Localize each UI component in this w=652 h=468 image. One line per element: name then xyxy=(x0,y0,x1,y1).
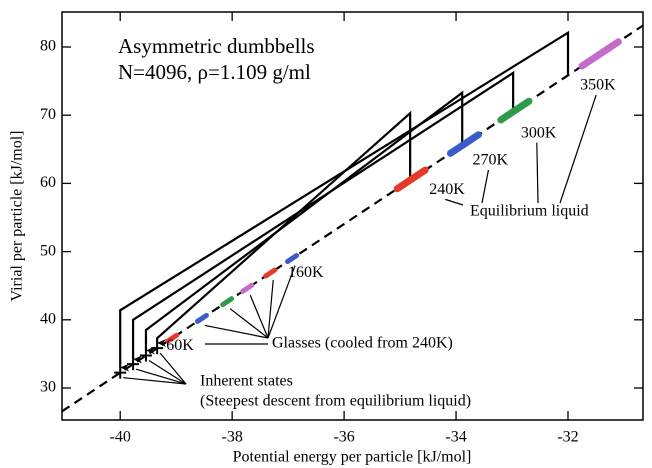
leader-line xyxy=(123,377,187,385)
annotation: Equilibrium liquid xyxy=(470,203,589,220)
quench-path xyxy=(156,110,412,347)
quench-path xyxy=(131,70,515,364)
leader-line xyxy=(249,295,269,339)
chart-subtitle: N=4096, ρ=1.109 g/ml xyxy=(118,60,311,84)
x-tick-label: -38 xyxy=(221,429,242,446)
glass-state xyxy=(285,253,300,264)
temperature-label: 160K xyxy=(288,264,324,281)
leader-line xyxy=(135,368,187,385)
temperature-label: 60K xyxy=(166,337,194,354)
x-tick-label: -34 xyxy=(445,429,466,446)
leader-line xyxy=(536,142,539,204)
inherent-state xyxy=(114,366,127,379)
glass-state xyxy=(165,332,180,344)
y-tick-label: 50 xyxy=(40,242,56,259)
x-axis-label: Potential energy per particle [kJ/mol] xyxy=(233,449,472,466)
leader-line xyxy=(267,279,274,339)
x-tick-label: -32 xyxy=(557,429,578,446)
temperature-label: 300K xyxy=(521,124,557,141)
y-tick-label: 30 xyxy=(40,379,56,396)
quench-path xyxy=(119,30,570,372)
leader-line xyxy=(148,360,187,385)
temperature-label: 350K xyxy=(580,77,616,94)
plot-frame xyxy=(61,11,644,421)
x-tick-label: -40 xyxy=(110,429,131,446)
glass-state xyxy=(263,267,278,279)
inherent-state xyxy=(151,342,164,355)
liquid-state xyxy=(578,38,622,70)
y-tick-label: 40 xyxy=(40,310,56,327)
leader-line xyxy=(267,265,296,339)
leader-line xyxy=(481,169,490,204)
liquid-state xyxy=(393,166,429,193)
annotation: (Steepest descent from equilibrium liqui… xyxy=(200,393,471,410)
temperature-label: 240K xyxy=(429,181,465,198)
liquid-state xyxy=(446,131,482,157)
y-axis-label: Virial per particle [kJ/mol] xyxy=(9,131,26,302)
chart-title: Asymmetric dumbbells xyxy=(118,34,315,58)
inherent-state xyxy=(139,349,152,362)
y-tick-label: 70 xyxy=(40,106,56,123)
annotation: Glasses (cooled from 240K) xyxy=(272,335,453,352)
reference-line xyxy=(61,24,644,413)
glass-state xyxy=(220,296,235,308)
leader-line xyxy=(159,352,187,385)
leader-line xyxy=(445,198,464,206)
y-tick-label: 80 xyxy=(40,38,56,55)
leader-line xyxy=(204,324,269,339)
quench-path xyxy=(144,90,464,355)
y-tick-label: 60 xyxy=(40,174,56,191)
x-tick-label: -36 xyxy=(333,429,354,446)
glass-state xyxy=(240,282,255,294)
leader-line xyxy=(229,308,269,339)
liquid-state xyxy=(497,97,533,124)
inherent-state xyxy=(127,358,140,371)
annotation: Inherent states xyxy=(200,373,293,390)
temperature-label: 270K xyxy=(472,152,508,169)
glass-state xyxy=(194,312,209,324)
leader-line xyxy=(559,94,597,204)
